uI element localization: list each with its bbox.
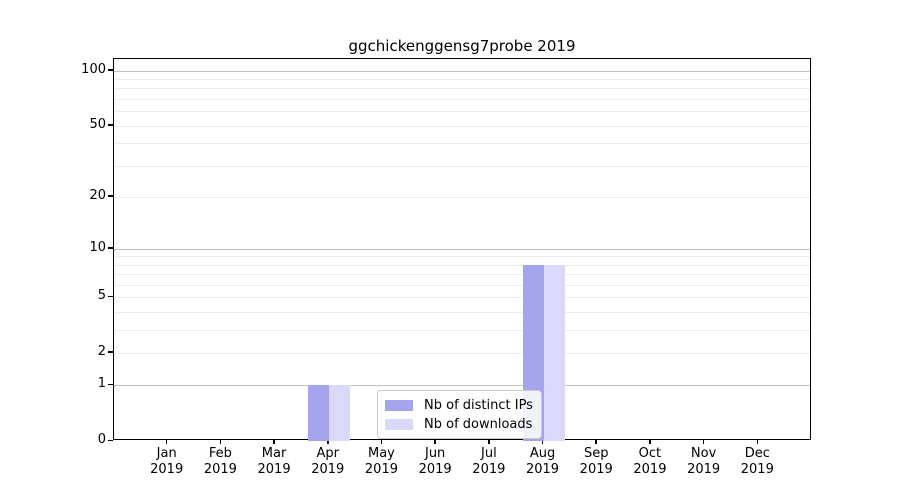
- plot-area: Nb of distinct IPs Nb of downloads: [113, 58, 811, 441]
- y-tick-mark: [108, 295, 113, 298]
- x-axis-tick-label: May 2019: [364, 446, 398, 477]
- y-tick-mark: [108, 124, 113, 126]
- gridline-minor: [114, 79, 810, 81]
- y-axis-tick-label: 100: [81, 61, 106, 77]
- gridline-minor: [114, 111, 810, 113]
- gridline-minor: [114, 329, 810, 331]
- y-tick-mark: [108, 439, 113, 441]
- legend: Nb of distinct IPs Nb of downloads: [377, 390, 542, 439]
- x-tick-mark: [541, 440, 544, 444]
- x-tick-mark: [273, 440, 275, 444]
- y-tick-mark: [108, 247, 113, 249]
- chart-title: ggchickenggensg7probe 2019: [348, 37, 576, 55]
- gridline-minor: [114, 88, 810, 90]
- x-axis-tick-label: Oct 2019: [633, 446, 667, 477]
- x-axis-tick-label: Feb 2019: [203, 446, 237, 477]
- x-tick-mark: [219, 440, 222, 444]
- x-tick-mark: [488, 440, 490, 444]
- gridline-minor: [114, 125, 810, 127]
- gridline-minor: [114, 264, 810, 266]
- x-axis-tick-label: Jul 2019: [472, 446, 506, 477]
- gridline-minor: [114, 196, 810, 198]
- gridline-major: [114, 385, 810, 387]
- gridline-major: [114, 70, 810, 72]
- gridlines-layer: [114, 59, 810, 439]
- x-axis-tick-label: Aug 2019: [525, 446, 560, 477]
- x-tick-mark: [380, 440, 383, 444]
- legend-item-downloads: Nb of downloads: [385, 415, 533, 433]
- x-axis-tick-label: Nov 2019: [687, 446, 721, 477]
- x-axis-tick-label: Sep 2019: [579, 446, 613, 477]
- gridline-minor: [114, 311, 810, 313]
- y-axis-tick-label: 5: [97, 288, 106, 304]
- gridline-major: [114, 248, 810, 250]
- legend-label-downloads: Nb of downloads: [424, 416, 533, 432]
- gridline-minor: [114, 297, 810, 299]
- y-axis-tick-label: 50: [89, 116, 106, 132]
- y-axis-tick-label: 2: [97, 343, 106, 359]
- y-tick-mark: [108, 351, 113, 353]
- gridline-minor: [114, 274, 810, 276]
- x-axis-tick-label: Jan 2019: [150, 446, 184, 477]
- x-tick-mark: [702, 440, 705, 444]
- gridline-minor: [114, 99, 810, 101]
- y-tick-mark: [108, 69, 113, 71]
- x-tick-mark: [756, 440, 759, 444]
- legend-swatch-downloads-icon: [385, 418, 413, 430]
- gridline-minor: [114, 352, 810, 354]
- gridline-minor: [114, 165, 810, 167]
- bar-aug-downloads: [543, 264, 565, 441]
- x-tick-mark: [327, 440, 329, 444]
- bar-apr-distinct-ips: [307, 385, 329, 441]
- x-axis-tick-label: Mar 2019: [257, 446, 291, 477]
- gridline-minor: [114, 143, 810, 145]
- gridline-minor: [114, 284, 810, 286]
- y-axis-tick-label: 10: [89, 239, 106, 255]
- x-axis-tick-label: Apr 2019: [311, 446, 345, 477]
- y-axis-tick-label: 1: [97, 376, 106, 392]
- y-axis-tick-label: 0: [97, 432, 106, 447]
- x-tick-mark: [434, 440, 436, 444]
- x-tick-mark: [595, 440, 597, 444]
- y-axis-tick-label: 20: [89, 187, 106, 203]
- bar-apr-downloads: [328, 385, 350, 441]
- legend-swatch-distinct-ips-icon: [385, 399, 413, 411]
- bars-layer: [114, 59, 810, 441]
- legend-item-distinct-ips: Nb of distinct IPs: [385, 396, 533, 414]
- y-tick-mark: [108, 383, 113, 386]
- x-tick-mark: [649, 440, 651, 444]
- x-tick-mark: [165, 440, 168, 444]
- legend-label-distinct-ips: Nb of distinct IPs: [424, 397, 533, 413]
- x-axis-tick-label: Jun 2019: [418, 446, 452, 477]
- y-tick-mark: [108, 195, 113, 197]
- x-axis-tick-label: Dec 2019: [740, 446, 774, 477]
- gridline-minor: [114, 256, 810, 258]
